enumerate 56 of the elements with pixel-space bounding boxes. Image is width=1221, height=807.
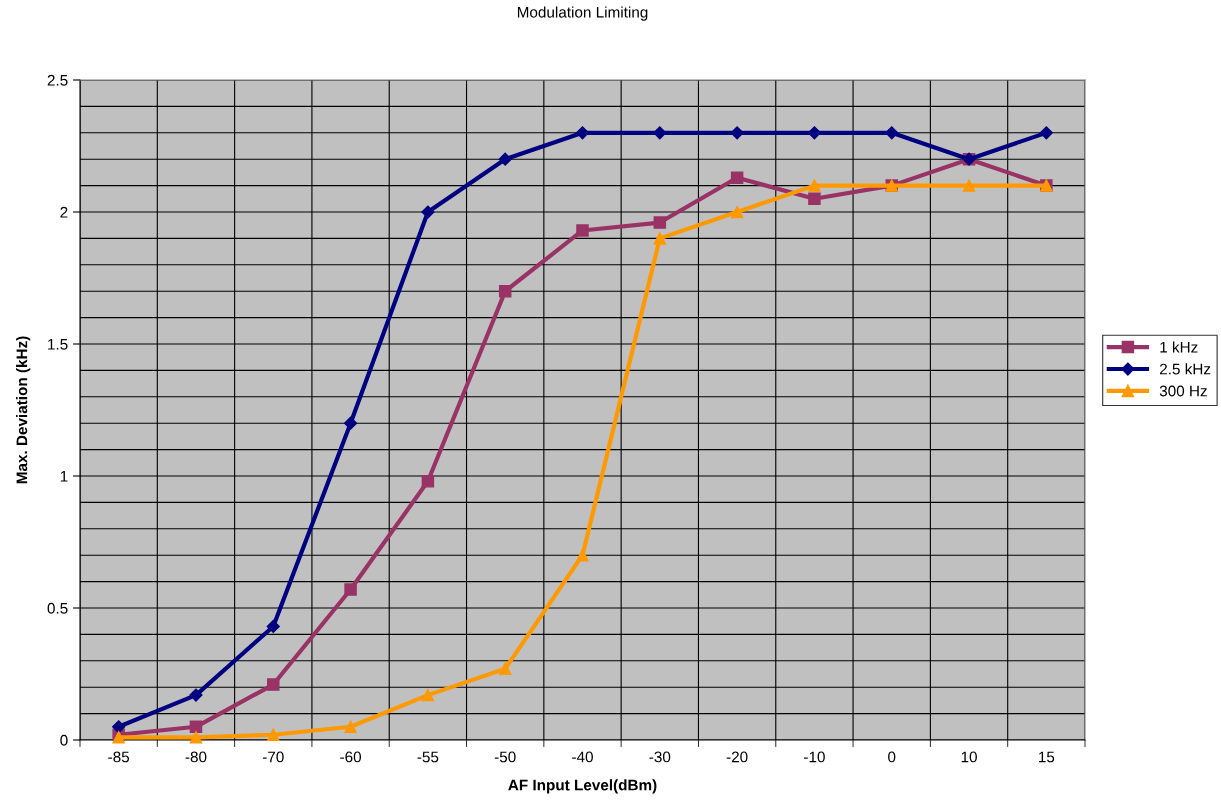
x-tick-label: 15: [1039, 751, 1055, 763]
chart-title: Modulation Limiting: [517, 6, 648, 21]
point: [575, 126, 590, 140]
point: [421, 205, 435, 219]
x-tick-label: 10: [961, 751, 977, 763]
point: [498, 284, 512, 298]
point: [730, 205, 744, 219]
x-tick-label: 0: [888, 751, 896, 763]
point: [1039, 126, 1053, 140]
point: [730, 126, 744, 140]
x-tick-label: -30: [649, 751, 671, 763]
y-tick-label: 0.5: [47, 602, 68, 614]
point: [653, 216, 667, 229]
point: [421, 688, 435, 702]
point: [189, 688, 203, 702]
point: [962, 179, 976, 192]
point: [421, 475, 435, 488]
point: [266, 619, 280, 634]
point: [807, 126, 822, 140]
point: [344, 583, 357, 596]
point: [344, 720, 357, 734]
y-axis-title: Max. Deviation (kHz): [16, 336, 31, 484]
point: [343, 416, 358, 430]
point: [189, 720, 203, 734]
x-tick-label: -20: [726, 751, 748, 763]
point: [267, 728, 280, 741]
point: [653, 126, 667, 140]
point: [576, 224, 589, 237]
y-tick-label: 0: [60, 734, 68, 746]
point: [808, 179, 821, 192]
point: [653, 232, 667, 245]
y-tick-label: 2.5: [47, 74, 68, 86]
legend-label: 1 kHz: [1160, 341, 1198, 353]
x-tick-label: -70: [262, 751, 284, 763]
x-tick-label: -50: [494, 751, 516, 763]
x-tick-label: -85: [108, 751, 130, 763]
point: [112, 720, 126, 734]
point: [189, 731, 203, 744]
point: [885, 126, 899, 140]
y-tick-label: 1: [60, 471, 68, 482]
x-tick-label: -55: [417, 751, 439, 763]
y-tick-label: 2: [60, 206, 68, 218]
y-tick-label: 1.5: [48, 339, 68, 350]
x-tick-label: -60: [340, 751, 362, 763]
x-tick-label: -40: [572, 751, 593, 763]
x-tick-label: -80: [185, 751, 207, 763]
point: [576, 548, 589, 562]
point: [808, 192, 821, 206]
legend-label: 2.5 kHz: [1159, 363, 1211, 375]
x-axis-title: AF Input Level(dBm): [508, 779, 657, 794]
point: [498, 662, 512, 675]
x-tick-label: -10: [804, 751, 825, 763]
point: [730, 171, 744, 184]
point: [498, 152, 512, 166]
legend-label: 300 Hz: [1159, 385, 1207, 397]
point: [267, 678, 280, 691]
